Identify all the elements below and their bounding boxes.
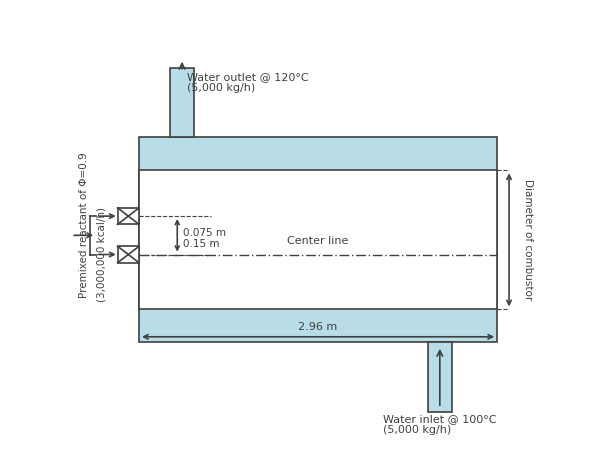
Text: Premixed reactant of Φ=0.9: Premixed reactant of Φ=0.9 bbox=[79, 152, 89, 298]
Text: 0.075 m: 0.075 m bbox=[183, 228, 226, 238]
Text: Center line: Center line bbox=[288, 237, 349, 247]
Text: Water outlet @ 120°C
(5,000 kg/h): Water outlet @ 120°C (5,000 kg/h) bbox=[187, 72, 309, 93]
Text: Diameter of combustor: Diameter of combustor bbox=[524, 179, 533, 301]
Bar bbox=[428, 342, 452, 412]
Text: 0.15 m: 0.15 m bbox=[183, 239, 219, 249]
Bar bbox=[139, 171, 497, 309]
Bar bbox=[118, 208, 139, 224]
Text: (3,000,000 kcal/h): (3,000,000 kcal/h) bbox=[96, 207, 106, 302]
Text: Water inlet @ 100°C
(5,000 kg/h): Water inlet @ 100°C (5,000 kg/h) bbox=[383, 414, 496, 435]
Bar bbox=[118, 246, 139, 263]
Bar bbox=[170, 68, 194, 137]
Bar bbox=[139, 137, 497, 342]
Text: 2.96 m: 2.96 m bbox=[299, 323, 338, 332]
